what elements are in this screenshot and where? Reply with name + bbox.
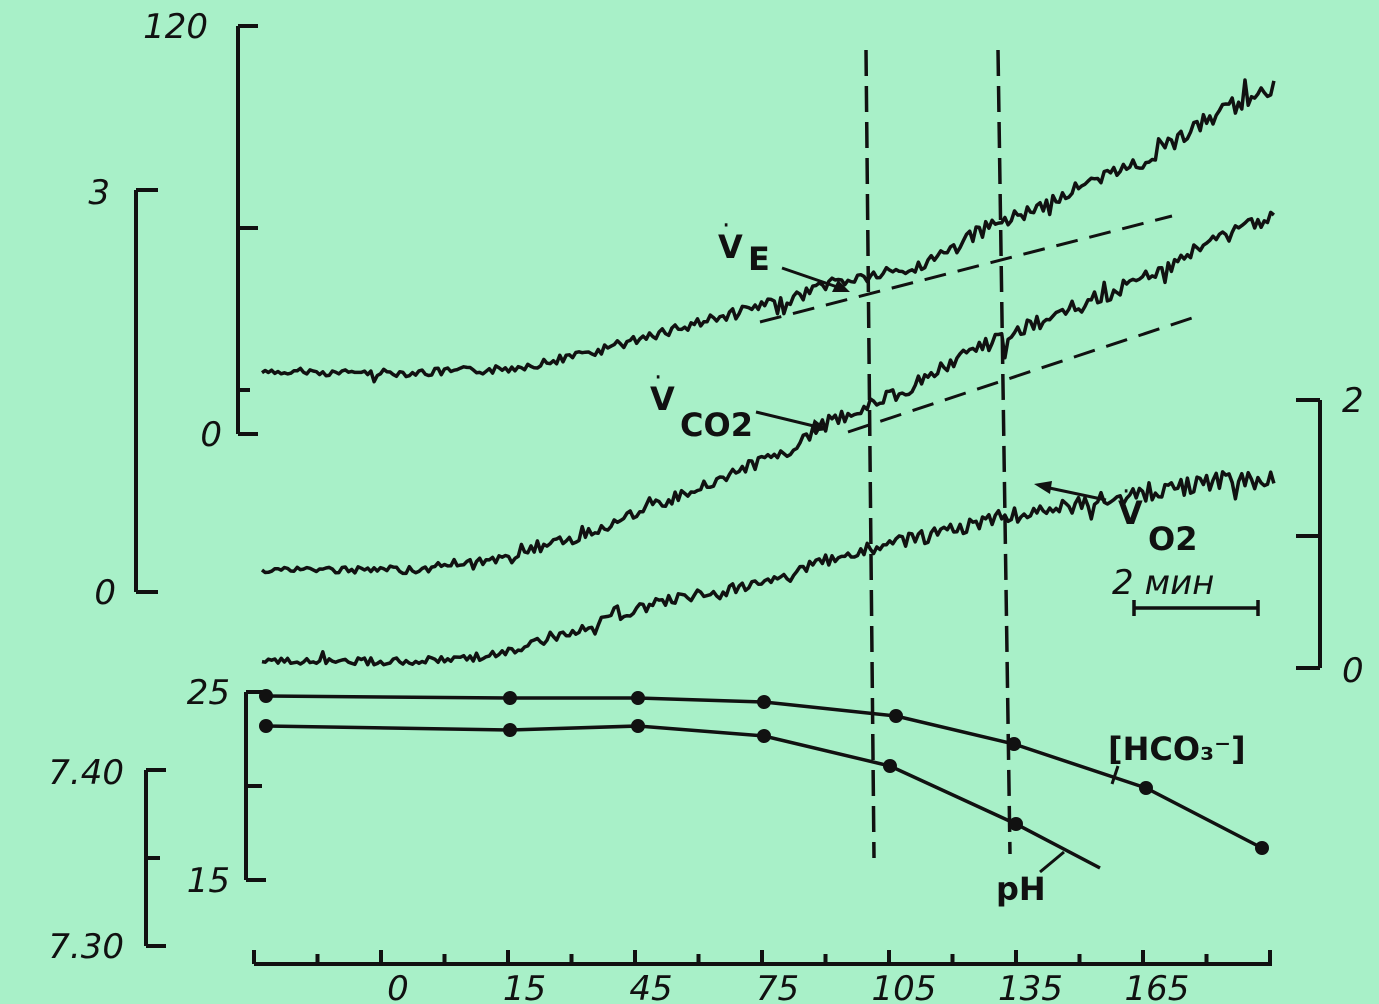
ve-tick-bottom: 0 [200,415,222,455]
hco3-label-text: [HCO₃⁻] [1108,730,1246,768]
hco3-curve [265,694,1263,850]
ve-arrowhead [832,280,850,292]
ph-axis: 7.40 7.30 [48,753,166,967]
ph-curve [265,724,1101,870]
vo2-tick-top: 2 [1342,381,1364,421]
ph-point [631,719,645,733]
threshold-line-2 [996,49,1012,855]
ph-point [757,729,771,743]
ph-tick-bottom: 7.30 [48,927,124,967]
hco3-tick-top: 25 [187,673,230,713]
ve-label: V · E [718,211,850,292]
vo2-label-sub: O2 [1148,520,1197,558]
x-tick-label: 15 [503,969,546,1004]
ph-point [503,723,517,737]
hco3-point [503,691,517,705]
hco3-point [889,709,903,723]
vco2-trace [260,210,1276,576]
hco3-point [1139,781,1153,795]
hco3-point [259,689,273,703]
hco3-point [757,695,771,709]
vco2-tick-bottom: 0 [94,573,116,613]
time-scale: 2 мин [1112,563,1260,616]
threshold-line-1 [864,49,876,859]
vo2-label-dot: · [1122,477,1130,507]
blood-curves [259,689,1269,870]
vco2-label-sub: CO2 [680,406,753,444]
vco2-arrowhead [810,419,828,432]
ve-trace [261,78,1276,384]
ph-point [883,759,897,773]
ve-label-sub: E [748,240,770,278]
ph-point [259,719,273,733]
x-axis: 0 15 45 75 105 135 165 [252,950,1272,1004]
ve-label-main: V [718,228,743,266]
ve-axis: 120 0 [143,7,258,455]
x-tick-label: 45 [629,969,672,1004]
hco3-point [631,691,645,705]
hco3-point [1255,841,1269,855]
vo2-axis: 2 0 [1296,381,1364,691]
ph-label: pH [996,850,1065,908]
x-tick-label: 105 [872,969,937,1004]
ph-label-text: pH [996,870,1046,908]
vo2-tick-bottom: 0 [1342,651,1364,691]
vco2-axis: 3 0 [88,173,158,613]
vco2-tick-top: 3 [88,173,110,213]
x-tick-label: 165 [1125,969,1190,1004]
vo2-arrow [1039,484,1107,502]
ve-tick-top: 120 [143,7,208,47]
ph-point [1009,817,1023,831]
x-tick-label: 0 [387,969,409,1004]
hco3-point [1007,737,1021,751]
vco2-label-main: V [650,380,675,418]
vo2-label-main: V [1118,494,1143,532]
x-tick-label: 75 [756,969,799,1004]
vco2-label: V · CO2 [650,363,828,444]
ph-leader [1039,850,1065,874]
ph-tick-top: 7.40 [48,753,124,793]
traces [260,78,1276,667]
hco3-tick-bottom: 15 [187,861,230,901]
vco2-extrapolation [847,316,1193,434]
vco2-arrow [755,410,823,430]
time-scale-label: 2 мин [1112,563,1214,603]
hco3-label: [HCO₃⁻] [1108,730,1246,785]
vo2-label: V · O2 [1034,477,1197,558]
vo2-arrowhead [1034,481,1052,494]
hco3-axis: 25 15 [187,673,266,901]
ve-label-dot: · [722,211,730,241]
vco2-label-dot: · [654,363,662,393]
hco3-leader [1110,765,1120,785]
x-tick-label: 135 [998,969,1063,1004]
vo2-trace [261,470,1276,667]
ve-extrapolation [759,214,1173,324]
